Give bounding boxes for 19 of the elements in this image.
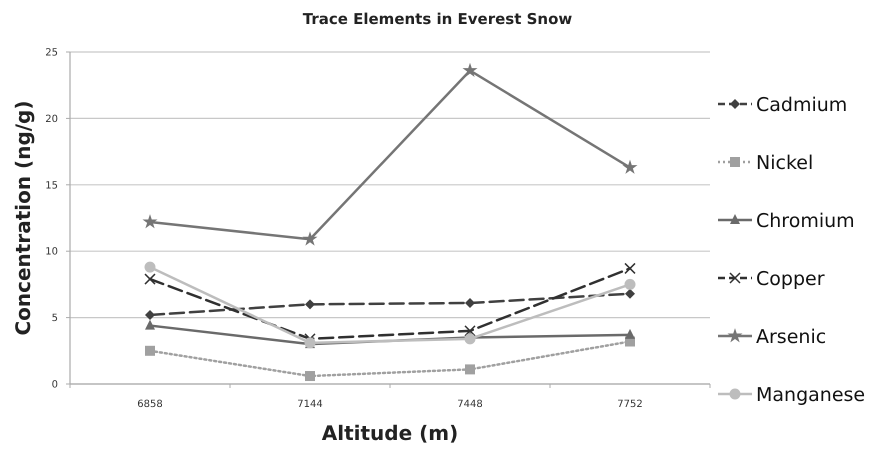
chart-title: Trace Elements in Everest Snow [302, 10, 572, 28]
x-tick-label: 7448 [457, 399, 483, 410]
x-tick-label: 7752 [617, 399, 643, 410]
y-tick-label: 15 [45, 180, 58, 192]
x-tick-label: 6858 [137, 399, 163, 410]
legend-label: Copper [756, 268, 825, 290]
y-tick-label: 0 [52, 380, 58, 390]
y-tick-label: 25 [45, 48, 58, 58]
y-tick-label: 10 [45, 246, 58, 258]
x-axis-title: Altitude (m) [322, 421, 458, 445]
legend-label: Chromium [756, 210, 855, 232]
y-tick-label: 20 [45, 114, 58, 125]
legend-label: Arsenic [756, 326, 826, 348]
legend-label: Manganese [756, 384, 866, 406]
legend-label: Nickel [756, 152, 814, 174]
x-tick-label: 7144 [297, 399, 323, 410]
y-axis-title: Concentration (ng/g) [11, 100, 35, 336]
y-tick-label: 5 [52, 313, 58, 324]
legend-label: Cadmium [756, 94, 848, 116]
